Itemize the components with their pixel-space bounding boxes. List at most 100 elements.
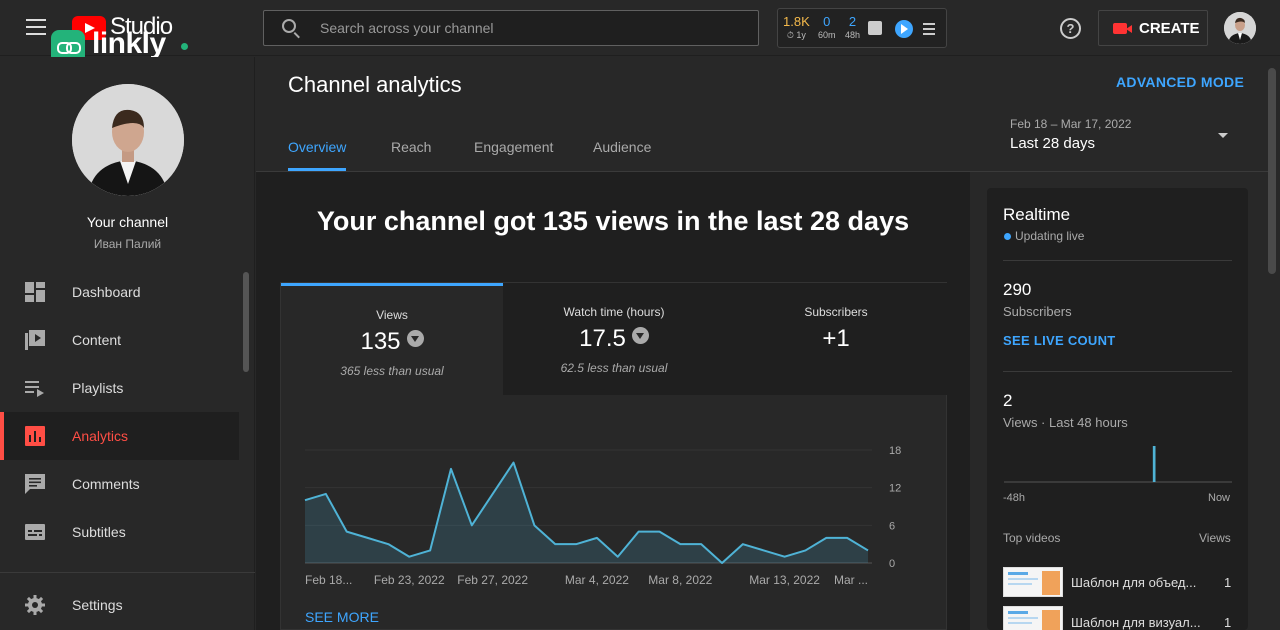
realtime-card (987, 188, 1248, 630)
help-icon[interactable]: ? (1060, 18, 1081, 39)
metric-value: 135 (360, 328, 401, 355)
top-video-title[interactable]: Шаблон для визуал... (1071, 615, 1201, 630)
video-thumbnail[interactable] (1003, 606, 1063, 630)
avatar-image (1224, 12, 1256, 44)
gear-icon (25, 595, 45, 615)
create-button[interactable]: CREATE (1098, 10, 1208, 46)
bar-chart-icon[interactable] (868, 21, 882, 35)
top-videos-views-header: Views (1199, 531, 1231, 545)
metric-note: 365 less than usual (340, 364, 444, 378)
top-video-views: 1 (1224, 615, 1232, 630)
metric-label: Watch time (hours) (563, 305, 665, 319)
stat-year-period: ⏱ 1y (786, 30, 806, 40)
extension-stats-widget[interactable]: 1.8K ⏱ 1y 0 60m 2 48h (777, 8, 947, 48)
metric-label: Subscribers (804, 305, 868, 319)
sidebar-item-subtitles[interactable]: Subtitles (0, 508, 239, 556)
chevron-down-icon[interactable] (1218, 133, 1228, 138)
your-channel-label: Your channel (86, 214, 169, 230)
channel-name: Иван Палий (93, 237, 162, 251)
sidebar-item-label: Dashboard (72, 284, 141, 300)
dashboard-icon (25, 282, 45, 302)
page-title: Channel analytics (288, 72, 462, 97)
search-input[interactable] (320, 11, 740, 45)
sidebar-item-analytics[interactable]: Analytics (0, 412, 239, 460)
linkly-logo-text: linkly (92, 27, 166, 60)
y-tick-label: 18 (889, 445, 901, 457)
tabs-divider (256, 171, 1268, 172)
video-camera-icon (1113, 23, 1132, 34)
chart-series-line (304, 461, 869, 564)
sidebar-item-content[interactable]: Content (0, 316, 239, 364)
tab-reach[interactable]: Reach (391, 139, 432, 155)
stat-60m-period: 60m (818, 30, 836, 40)
sidebar-item-settings[interactable]: Settings (0, 581, 239, 629)
realtime-divider (1003, 260, 1232, 261)
y-tick-label: 12 (889, 483, 901, 495)
account-avatar[interactable] (1224, 12, 1256, 44)
play-circle-icon[interactable] (895, 20, 913, 38)
sidebar-item-dashboard[interactable]: Dashboard (0, 268, 239, 316)
x-tick-label: Mar 8, 2022 (648, 573, 712, 587)
sidebar-item-label: Analytics (72, 428, 129, 444)
search-icon[interactable] (282, 19, 296, 33)
channel-avatar-image (72, 84, 184, 196)
metric-views[interactable]: Views 135 365 less than usual (281, 283, 503, 395)
stat-48h: 2 48h (845, 14, 861, 41)
date-range-text[interactable]: Feb 18 – Mar 17, 2022 (1010, 117, 1132, 131)
advanced-mode-link[interactable]: ADVANCED MODE (1116, 74, 1245, 90)
sidebar-item-label: Comments (72, 476, 140, 492)
metrics-card: Views 135 365 less than usual Watch time… (280, 282, 947, 630)
sidebar-item-label: Playlists (72, 380, 124, 396)
see-live-count-link[interactable]: SEE LIVE COUNT (1003, 333, 1116, 348)
y-tick-label: 0 (889, 558, 895, 570)
x-tick-label: Mar ... (834, 573, 868, 587)
sparkline-start-label: -48h (1003, 492, 1026, 504)
stat-60m: 0 60m (818, 14, 836, 41)
metric-watch-time[interactable]: Watch time (hours) 17.5 62.5 less than u… (503, 283, 725, 395)
analytics-icon (25, 426, 45, 446)
x-tick-label: Feb 27, 2022 (457, 573, 528, 587)
sparkline-end-label: Now (1208, 492, 1231, 504)
realtime-divider (1003, 371, 1232, 372)
chart-area-fill (305, 462, 868, 563)
menu-icon[interactable] (923, 23, 935, 38)
overview-headline: Your channel got 135 views in the last 2… (316, 206, 910, 236)
tab-engagement[interactable]: Engagement (474, 139, 554, 155)
metric-value-row: 135 (281, 328, 503, 356)
comments-icon (25, 474, 45, 494)
channel-avatar[interactable] (72, 84, 184, 196)
sparkline-bar (1152, 446, 1156, 482)
live-status-dot-icon (1004, 233, 1011, 240)
main-scrollbar[interactable] (1268, 68, 1276, 274)
studio-logo-text[interactable]: Studio (110, 13, 173, 40)
sidebar-item-label: Subtitles (72, 524, 126, 540)
sidebar-scrollbar[interactable] (243, 272, 249, 372)
realtime-views-label: Views · Last 48 hours (1003, 415, 1128, 430)
top-video-views: 1 (1224, 575, 1232, 590)
realtime-title: Realtime (1003, 205, 1071, 224)
sidebar-item-playlists[interactable]: Playlists (0, 364, 239, 412)
sidebar-item-label: Content (72, 332, 122, 348)
tab-audience[interactable]: Audience (593, 139, 652, 155)
metric-subscribers[interactable]: Subscribers +1 (725, 283, 947, 395)
x-tick-label: Mar 4, 2022 (565, 573, 629, 587)
metric-note: 62.5 less than usual (560, 361, 668, 375)
metric-value: 17.5 (579, 325, 626, 352)
arrow-down-circle-icon (406, 330, 424, 347)
see-more-link[interactable]: SEE MORE (305, 609, 379, 625)
date-preset-select[interactable]: Last 28 days (1010, 135, 1096, 152)
subtitles-icon (25, 524, 45, 540)
search-box[interactable] (263, 10, 759, 46)
video-thumbnail[interactable] (1003, 567, 1063, 597)
linkly-dot-icon (181, 43, 188, 50)
sidebar-item-label: Settings (72, 597, 123, 613)
realtime-subscribers-value: 290 (1003, 280, 1032, 299)
sidebar-divider (0, 572, 255, 573)
tab-overview[interactable]: Overview (288, 139, 347, 155)
sidebar-item-comments[interactable]: Comments (0, 460, 239, 508)
hamburger-menu-icon[interactable] (26, 19, 46, 35)
stat-48h-period: 48h (845, 30, 861, 40)
top-video-title[interactable]: Шаблон для объед... (1071, 575, 1197, 590)
